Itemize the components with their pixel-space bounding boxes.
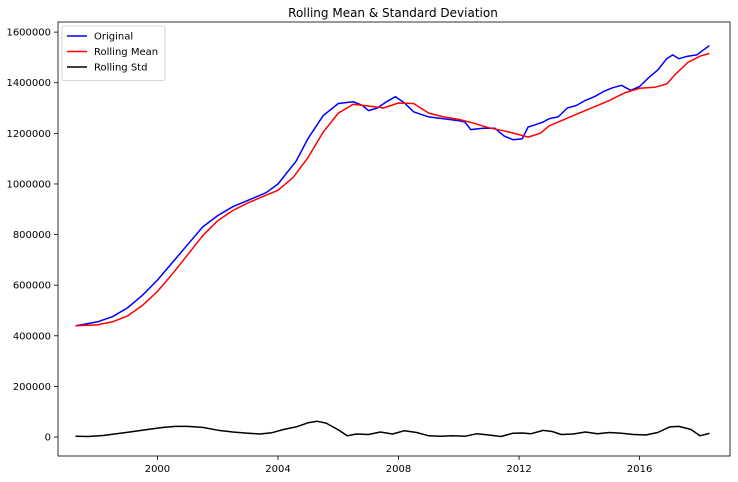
legend-label: Rolling Mean [94,47,158,58]
legend-box [61,25,166,81]
x-tick-label: 2004 [265,464,290,475]
legend-label: Rolling Std [94,63,147,74]
axis-layer: 2000 2004 2008 2012 2016 0 200000 400000 600000 8… [6,28,652,475]
y-tick-label: 1000000 [6,179,51,190]
y-tick-label: 600000 [13,281,51,292]
y-tick-label: 400000 [13,331,51,342]
chart-title: Rolling Mean & Standard Deviation [288,6,498,20]
legend-label: Original [94,32,133,43]
y-tick-label: 1600000 [6,28,51,39]
series-line-rolling-mean [75,52,710,327]
legend: Original Rolling Mean Rolling Std [61,25,166,81]
plot-area [58,22,730,456]
series-layer [75,45,710,438]
plot-frame [57,21,731,457]
y-tick-label: 0 [45,433,51,444]
x-tick-label: 2016 [627,464,652,475]
y-tick-label: 1200000 [6,129,51,140]
x-tick-label: 2012 [506,464,531,475]
y-tick-label: 200000 [13,382,51,393]
series-line-rolling-std [75,420,710,438]
x-tick-label: 2000 [145,464,170,475]
y-tick-label: 1400000 [6,78,51,89]
y-tick-label: 800000 [13,230,51,241]
x-tick-label: 2008 [386,464,411,475]
